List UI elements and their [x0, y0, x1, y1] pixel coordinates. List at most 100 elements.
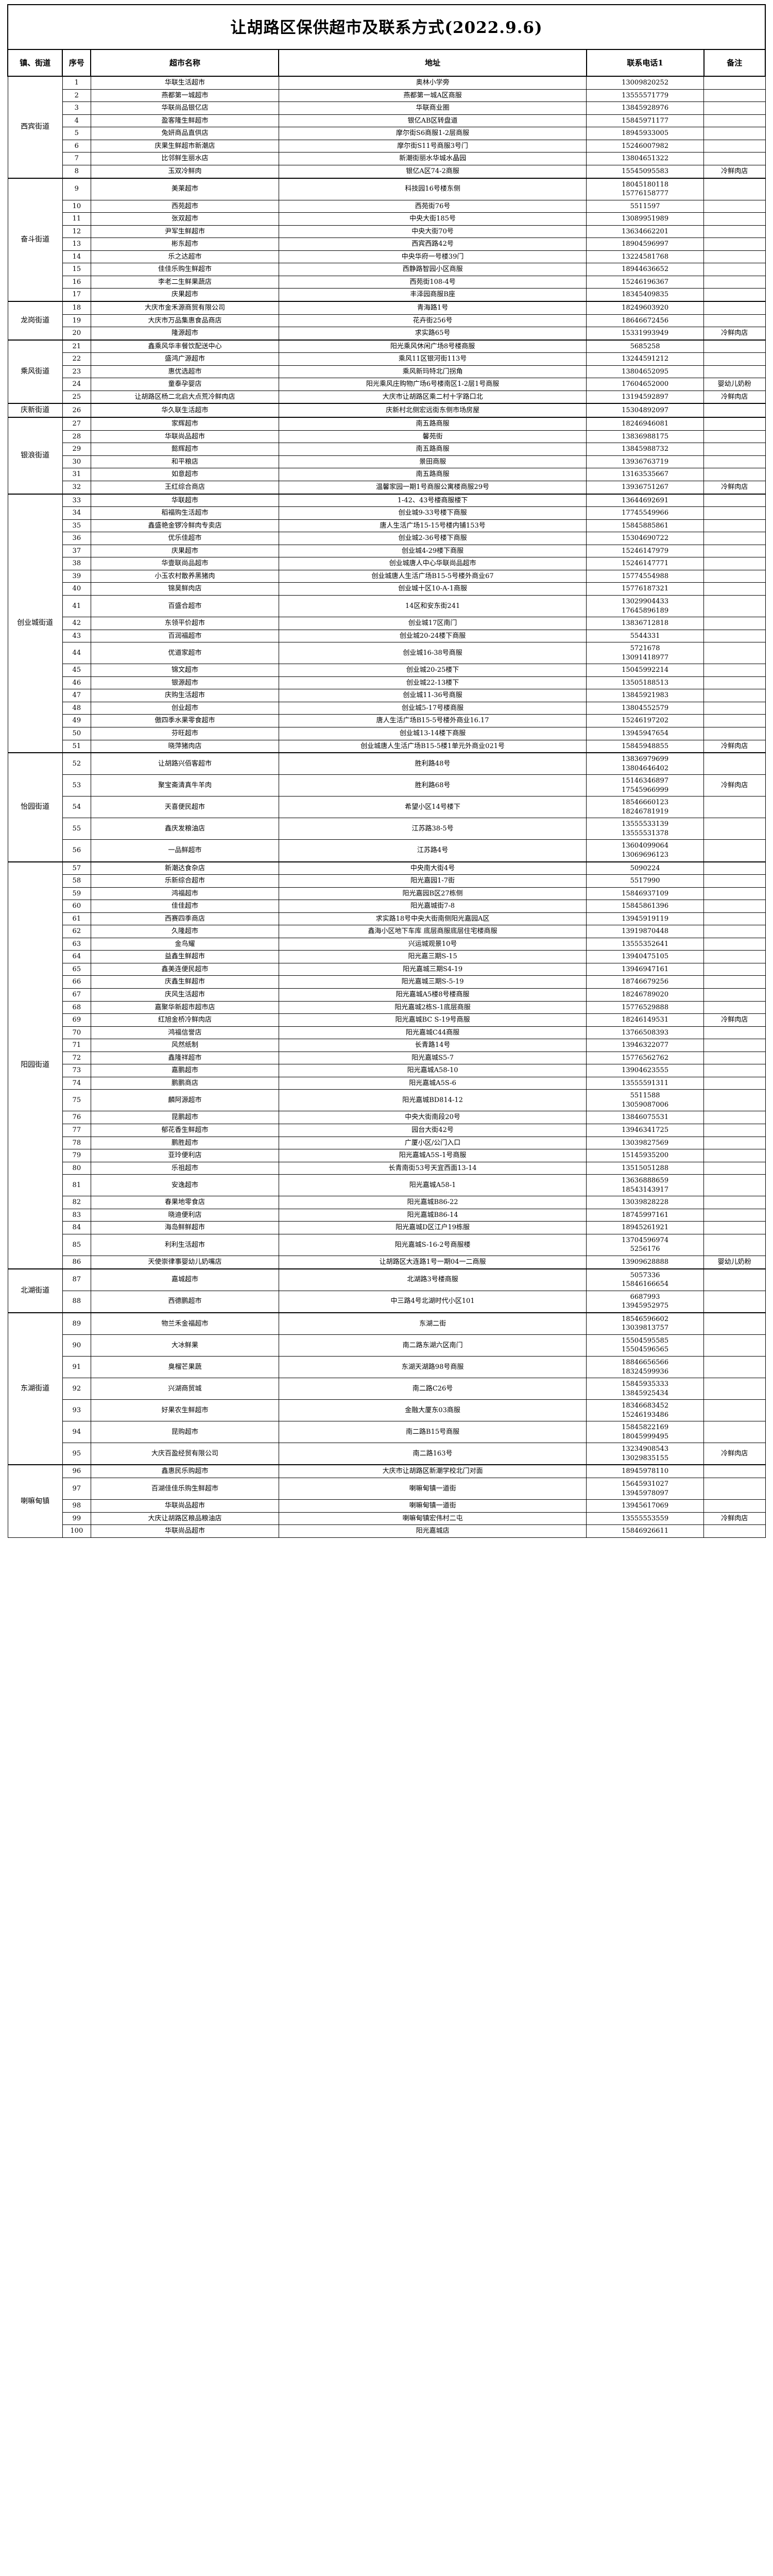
phone-cell: 15774554988	[586, 569, 705, 583]
row-number-cell: 8	[62, 165, 91, 179]
address-cell: 华联商业圈	[278, 101, 587, 115]
supermarket-name-cell: 大庆市金禾源商贸有限公司	[90, 301, 279, 315]
table-row: 83 晓迪便利店 阳光嘉城B86-14 18745997161	[8, 1208, 766, 1222]
row-number-cell: 98	[62, 1499, 91, 1513]
supermarket-name-cell: 麟阿源超市	[90, 1089, 279, 1112]
phone-cell: 18045180118 15776158777	[586, 177, 705, 200]
address-cell: 阳光嘉城A58-1	[278, 1174, 587, 1197]
note-cell	[703, 1001, 766, 1014]
address-cell: 北湖路3号楼商服	[278, 1268, 587, 1291]
row-number-cell: 14	[62, 250, 91, 264]
phone-cell: 15845822169 18045999495	[586, 1421, 705, 1444]
phone-cell: 13766508393	[586, 1026, 705, 1040]
supermarket-name-cell: 西德鹏超市	[90, 1290, 279, 1313]
table-row: 78 鹏胜超市 广厦小区/公门入口 13039827569	[8, 1136, 766, 1150]
note-cell	[703, 199, 766, 213]
table-row: 西宾街道 1 华联生活超市 奥林小学旁 13009820252	[7, 76, 766, 179]
note-cell	[703, 544, 766, 558]
table-row: 怡园街道 52 让胡路兴佰客超市 胜利路48号 13836979699 138046464…	[7, 752, 766, 862]
note-cell	[703, 975, 766, 989]
supermarket-name-cell: 稻福购生活超市	[90, 506, 279, 520]
note-cell	[703, 1149, 766, 1162]
note-cell	[703, 988, 766, 1002]
phone-number: 18346683452	[622, 1402, 669, 1410]
phone-number: 13009820252	[622, 79, 669, 87]
phone-number: 13224581768	[622, 252, 669, 261]
phone-number: 18945978110	[622, 1467, 669, 1476]
table-row: 喇嘛甸镇 96 鑫惠民乐购超市 大庆市让胡路区新潮学校北门对面 18945978110	[7, 1464, 766, 1538]
table-row: 59 鸿福超市 阳光嘉园B区27栋侧 15846937109	[8, 887, 766, 901]
supermarket-name-cell: 好果农生鲜超市	[90, 1399, 279, 1422]
table-row: 72 鑫隆祥超市 阳光嘉城S5-7 15776562762	[8, 1051, 766, 1065]
row-number-cell: 25	[62, 390, 91, 404]
phone-cell: 15145935200	[586, 1149, 705, 1162]
row-number-cell: 72	[62, 1051, 91, 1065]
phone-number: 15331993949	[622, 329, 669, 337]
phone-cell: 15845948855	[586, 739, 705, 753]
row-number-cell: 18	[62, 301, 91, 315]
note-cell	[703, 532, 766, 545]
phone-number: 15146346897	[622, 777, 669, 785]
table-row: 62 久隆超市 鑫海小区地下车库 底层商服底层住宅楼商服 13919870448	[8, 925, 766, 938]
note-cell	[703, 617, 766, 630]
row-number-cell: 65	[62, 962, 91, 976]
row-number-cell: 7	[62, 152, 91, 166]
row-number-cell: 34	[62, 506, 91, 520]
table-row: 22 盛鸿广源超市 乘风11区银河街113号 13244591212	[8, 352, 766, 366]
table-row: 84 海岛鲜鲜超市 阳光嘉城D区江户19栋服 18945261921	[8, 1221, 766, 1234]
supermarket-name-cell: 庆果生鲜超市新潮店	[90, 139, 279, 153]
table-row: 65 鑫美连便民超市 阳光嘉城三期S4-19 13946947161	[8, 962, 766, 976]
phone-number: 13555553559	[622, 1514, 669, 1522]
phone-cell: 17745549966	[586, 506, 705, 520]
phone-cell: 18646672456	[586, 314, 705, 328]
address-cell: 喇嘛甸镇一道街	[278, 1499, 587, 1513]
address-cell: 馨苑街	[278, 430, 587, 444]
table-row: 20 隆源超市 求实路65号 15331993949 冷鲜肉店	[8, 327, 766, 341]
address-cell: 创业城22-13楼下	[278, 676, 587, 690]
supermarket-name-cell: 佳佳超市	[90, 900, 279, 913]
phone-number: 13089951989	[622, 215, 669, 223]
phone-cell: 18246149531	[586, 1013, 705, 1027]
address-cell: 江苏路4号	[278, 839, 587, 862]
table-row: 13 彬东超市 西宾西路42号 18904596997	[8, 238, 766, 251]
table-row: 71 风然纸制 长青路14号 13946322077	[8, 1039, 766, 1052]
phone-cell: 18904596997	[586, 238, 705, 251]
row-number-cell: 86	[62, 1256, 91, 1269]
supermarket-name-cell: 优道家超市	[90, 642, 279, 665]
phone-number: 13555531378	[622, 829, 669, 837]
address-cell: 中三路4号北湖时代小区101	[278, 1290, 587, 1313]
column-header-note: 备注	[703, 49, 766, 77]
supermarket-name-cell: 亚玲便利店	[90, 1149, 279, 1162]
row-number-cell: 92	[62, 1378, 91, 1400]
table-row: 80 乐祖超市 长青南街53号天宜西面13-14 13515051288	[8, 1161, 766, 1175]
address-cell: 金融大厦东03商服	[278, 1399, 587, 1422]
table-row: 35 鑫盛艳金锣冷鲜肉专卖店 唐人生活广场15-15号楼内铺153号 15845885…	[8, 519, 766, 533]
supermarket-name-cell: 隆源超市	[90, 327, 279, 341]
row-number-cell: 49	[62, 714, 91, 727]
table-row: 54 天喜便民超市 希望小区14号楼下 18546660123 18246781919	[8, 796, 766, 819]
table-row: 11 张双超市 中央大街185号 13089951989	[8, 212, 766, 226]
phone-cell: 17604652000	[586, 378, 705, 391]
table-row: 68 嘉聚华新超市超市店 阳光嘉城2栋S-1底层商服 15776529888	[8, 1001, 766, 1014]
address-cell: 阳光嘉园1-7街	[278, 874, 587, 888]
supermarket-name-cell: 庆购生活超市	[90, 689, 279, 702]
supermarket-name-cell: 红旭金桥冷鲜肉店	[90, 1013, 279, 1027]
note-cell	[703, 557, 766, 570]
supermarket-name-cell: 让胡路区杨二北启大点荒冷鲜肉店	[90, 390, 279, 404]
phone-cell: 15304690722	[586, 532, 705, 545]
phone-cell: 5511597	[586, 199, 705, 213]
phone-number: 13604099064	[622, 842, 669, 850]
table-row: 奋斗街道 9 美莱超市 科技园16号楼东侧 18045180118 15776158777	[7, 177, 766, 302]
row-number-cell: 100	[62, 1524, 91, 1538]
address-cell: 求实路65号	[278, 327, 587, 341]
address-cell: 阳光嘉城A5S-1号商服	[278, 1149, 587, 1162]
supermarket-name-cell: 燕都第一城超市	[90, 89, 279, 103]
supermarket-name-cell: 西苑超市	[90, 199, 279, 213]
supermarket-name-cell: 兴湖商贸城	[90, 1378, 279, 1400]
note-cell	[703, 1161, 766, 1175]
row-number-cell: 10	[62, 199, 91, 213]
phone-cell: 13555571779	[586, 89, 705, 103]
phone-number: 15246147979	[622, 547, 669, 555]
address-cell: 中央华府一号楼39门	[278, 250, 587, 264]
row-number-cell: 53	[62, 774, 91, 797]
